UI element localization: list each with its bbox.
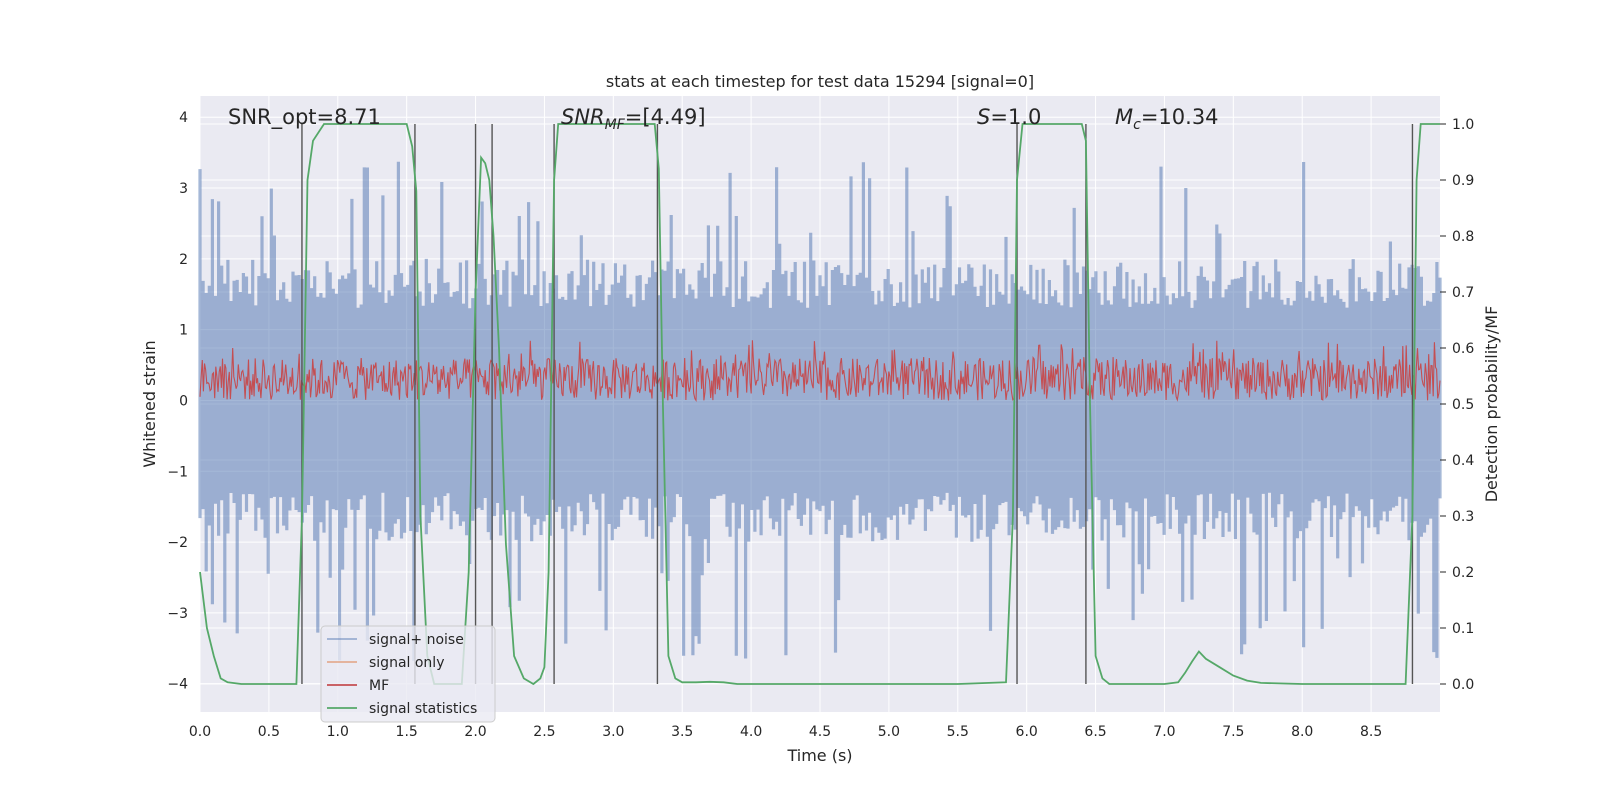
y-axis-label: Whitened strain	[140, 340, 159, 467]
annotation-snr-mf-sub: MF	[605, 117, 626, 133]
x-tick-label-16: 8.0	[1291, 724, 1313, 740]
annotation-snr-mf: SNRMF=[4.49]	[561, 105, 706, 133]
legend-box	[320, 625, 496, 723]
legend-label-mf: MF	[369, 678, 389, 694]
y2-tick-label-4: 0.6	[1452, 341, 1474, 357]
y2-tick-label-0: 1.0	[1452, 117, 1474, 133]
annotation-mc: Mc=10.34	[1115, 105, 1219, 133]
chart-title: stats at each timestep for test data 152…	[606, 72, 1034, 91]
y2-axis-label: Detection probability/MF	[1482, 306, 1501, 503]
y2-tick-label-7: 0.3	[1452, 509, 1474, 525]
x-tick-label-11: 5.5	[947, 724, 969, 740]
y-tick-label-0: 4	[179, 110, 188, 126]
x-tick-label-7: 3.5	[671, 724, 693, 740]
y-tick-label-4: 0	[179, 393, 188, 409]
mf-series	[199, 340, 1441, 402]
y2-tick-label-9: 0.1	[1452, 621, 1474, 637]
annotation-snr-mf-main: SNR	[561, 105, 605, 129]
annotation-s-value: =1.0	[990, 105, 1041, 129]
x-tick-label-14: 7.0	[1153, 724, 1175, 740]
x-tick-label-9: 4.5	[809, 724, 831, 740]
annotation-mc-sub: c	[1133, 117, 1141, 133]
y2-tick-label-8: 0.2	[1452, 565, 1474, 581]
x-ticks: 0.0 0.5 1.0 1.5 2.0 2.5 3.0 3.5 4.0 4.5 5.0 5.5 6.0 6…	[189, 724, 1382, 740]
y-tick-label-8: −4	[167, 677, 188, 693]
legend-label-signal-statistics: signal statistics	[369, 701, 477, 717]
annotation-s-main: S	[977, 105, 990, 129]
y-tick-label-6: −2	[167, 535, 188, 551]
x-axis-label: Time (s)	[786, 746, 852, 765]
annotation-snr-mf-value: =[4.49]	[625, 105, 706, 129]
x-tick-label-3: 1.5	[396, 724, 418, 740]
legend-label-signal-noise: signal+ noise	[369, 632, 464, 648]
y2-tick-label-10: 0.0	[1452, 677, 1474, 693]
y-tick-label-2: 2	[179, 252, 188, 268]
y2-tick-label-5: 0.5	[1452, 397, 1474, 413]
y2-ticks: 1.0 0.9 0.8 0.7 0.6 0.5 0.4 0.3 0.2 0.1 0.0	[1440, 117, 1474, 693]
x-tick-label-6: 3.0	[602, 724, 624, 740]
x-tick-label-5: 2.5	[533, 724, 555, 740]
x-tick-label-1: 0.5	[258, 724, 280, 740]
annotation-snr-opt: SNR_opt=8.71	[228, 105, 381, 130]
y-ticks: 4 3 2 1 0 −1 −2 −3 −4	[167, 110, 188, 692]
x-tick-label-0: 0.0	[189, 724, 211, 740]
x-tick-label-17: 8.5	[1360, 724, 1382, 740]
y2-tick-label-3: 0.7	[1452, 285, 1474, 301]
legend-label-signal-only: signal only	[369, 655, 444, 671]
y-tick-label-5: −1	[167, 464, 188, 480]
mf-line	[199, 340, 1441, 402]
x-tick-label-13: 6.5	[1084, 724, 1106, 740]
annotation-mc-value: =10.34	[1141, 105, 1219, 129]
y-tick-label-7: −3	[167, 606, 188, 622]
y-tick-label-3: 1	[179, 323, 188, 339]
x-tick-label-8: 4.0	[740, 724, 762, 740]
annotation-s: S=1.0	[977, 105, 1041, 129]
x-tick-label-4: 2.0	[464, 724, 486, 740]
y-tick-label-1: 3	[179, 181, 188, 197]
y2-tick-label-2: 0.8	[1452, 229, 1474, 245]
annotations: SNR_opt=8.71 SNRMF=[4.49] S=1.0 Mc=10.34	[228, 105, 1219, 133]
x-tick-label-12: 6.0	[1016, 724, 1038, 740]
x-tick-label-15: 7.5	[1222, 724, 1244, 740]
legend: signal+ noise signal only MF signal stat…	[320, 625, 496, 723]
x-tick-label-10: 5.0	[878, 724, 900, 740]
y2-tick-label-1: 0.9	[1452, 173, 1474, 189]
x-tick-label-2: 1.0	[327, 724, 349, 740]
signal-statistics-line	[199, 123, 1440, 686]
y2-tick-label-6: 0.4	[1452, 453, 1474, 469]
signal-statistics-series	[199, 123, 1440, 686]
annotation-mc-main: M	[1115, 105, 1133, 129]
